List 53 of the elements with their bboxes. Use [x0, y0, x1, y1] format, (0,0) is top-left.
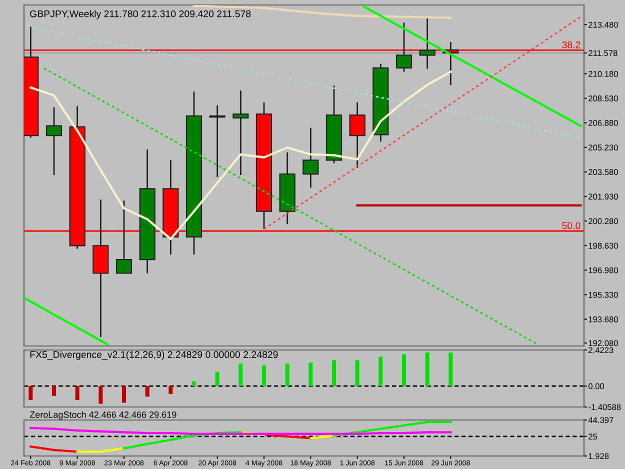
y-tick-label: 196.980 — [588, 267, 618, 274]
y-tick-label: 203.580 — [588, 169, 618, 176]
y-tick-label: 44.397 — [588, 417, 614, 424]
candlestick — [209, 104, 226, 178]
bar — [215, 372, 220, 386]
candlestick — [116, 200, 132, 274]
y-tick-label: 201.930 — [588, 194, 618, 200]
bar — [308, 362, 313, 386]
bar — [98, 386, 103, 404]
y-tick-label: 0.00 — [588, 383, 604, 390]
bar — [168, 386, 173, 394]
bar — [238, 364, 243, 386]
bar — [332, 360, 336, 386]
bar — [378, 356, 383, 386]
y-tick-label: 193.680 — [588, 316, 618, 322]
candlestick — [46, 106, 62, 176]
bar — [52, 386, 56, 396]
bar — [122, 386, 126, 403]
y-tick-label: 198.630 — [588, 242, 618, 249]
y-tick-label: 192.080 — [588, 340, 618, 346]
y-tick-label: -1.40588 — [588, 404, 621, 410]
y-tick-label: 195.330 — [588, 292, 618, 298]
y-tick-label: 1.928 — [588, 453, 609, 460]
y-tick-label: 213.480 — [588, 22, 618, 28]
annotation: 50.0 — [562, 222, 580, 230]
y-tick-label: 208.530 — [588, 95, 618, 102]
candlestick — [232, 90, 249, 176]
chart-title: ZeroLagStoch 42.466 42.466 29.619 — [30, 411, 176, 420]
y-tick-label: 25 — [588, 434, 598, 440]
line-series — [30, 70, 452, 240]
y-tick-label: 200.280 — [588, 218, 618, 224]
annotation: 38.2 — [562, 41, 580, 48]
chart-title: GBPJPY,Weekly 211.780 212.310 209.420 211.578 — [30, 10, 251, 20]
bar — [402, 354, 406, 386]
bar — [145, 386, 150, 397]
bar — [262, 365, 266, 386]
y-tick-label: 210.180 — [588, 70, 618, 77]
bar — [285, 364, 290, 386]
bar — [355, 360, 360, 386]
candlestick — [349, 102, 366, 169]
candlestick — [396, 22, 412, 72]
bar — [75, 386, 80, 400]
bar — [28, 386, 33, 400]
y-tick-label: 205.230 — [588, 144, 618, 150]
candlestick — [419, 17, 436, 70]
y-tick-label: 211.578 — [588, 50, 618, 56]
candlestick — [302, 127, 319, 188]
y-tick-label: 206.880 — [588, 120, 618, 126]
bar — [425, 352, 430, 386]
bar — [448, 352, 453, 386]
bar — [192, 381, 196, 386]
chart-title: FX5_Divergence_v2.1(12,26,9) 2.24829 0.00000 2.24829 — [30, 350, 278, 360]
y-tick-label: 2.4223 — [588, 347, 614, 354]
